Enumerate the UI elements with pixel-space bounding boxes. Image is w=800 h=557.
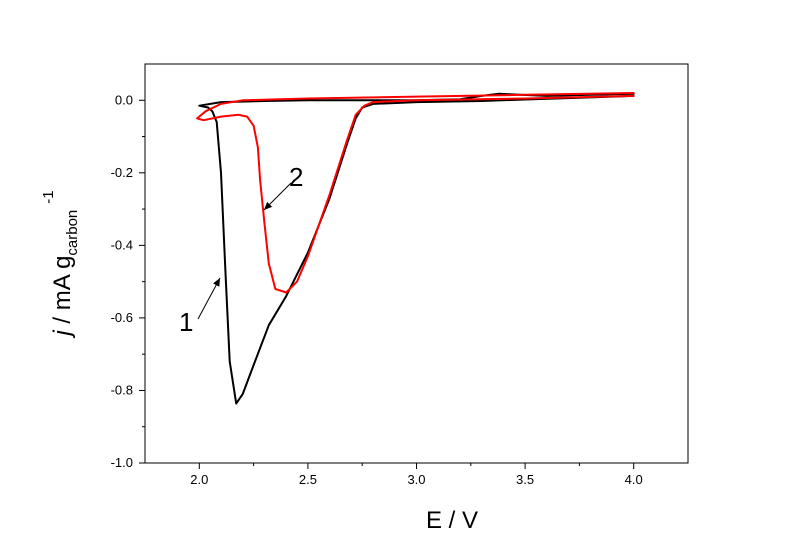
y-tick-label: -1.0 [111, 455, 133, 470]
curve-label-2: 2 [289, 162, 303, 192]
series-line-2 [196, 92, 635, 294]
x-axis-ticks: 2.0 2.5 3.0 3.5 4.0 [190, 463, 643, 487]
y-axis-ticks: 0.0 -0.2 -0.4 -0.6 -0.8 -1.0 [111, 92, 145, 470]
y-tick-label: -0.8 [111, 382, 133, 397]
annotation-layer: 12 [179, 162, 303, 337]
x-tick-label: 3.0 [407, 472, 425, 487]
y-axis-title-unit: / mA g [49, 256, 76, 331]
x-tick-label: 2.0 [190, 472, 208, 487]
plot-frame [144, 63, 689, 464]
y-axis-title-superscript: -1 [40, 190, 57, 203]
x-tick-label: 3.5 [516, 472, 534, 487]
series-line-1 [198, 92, 635, 405]
y-axis-title-symbol: j [49, 330, 76, 339]
series-layer [196, 92, 635, 405]
curve-label-1: 1 [179, 307, 193, 337]
annotation-arrow-head [264, 201, 273, 210]
y-tick-label: -0.2 [111, 165, 133, 180]
y-tick-label: 0.0 [115, 92, 133, 107]
x-tick-label: 4.0 [625, 472, 643, 487]
y-tick-label: -0.6 [111, 310, 133, 325]
annotation-arrow-head [213, 278, 220, 287]
x-axis-title: E / V [426, 507, 478, 534]
x-tick-label: 2.5 [299, 472, 317, 487]
y-axis-title-subscript: carbon [64, 210, 81, 256]
y-tick-label: -0.4 [111, 237, 133, 252]
svg-text:j / mA gcarbon-1: j / mA gcarbon -1 [40, 190, 81, 338]
y-axis-title: j / mA gcarbon -1 [40, 190, 81, 338]
